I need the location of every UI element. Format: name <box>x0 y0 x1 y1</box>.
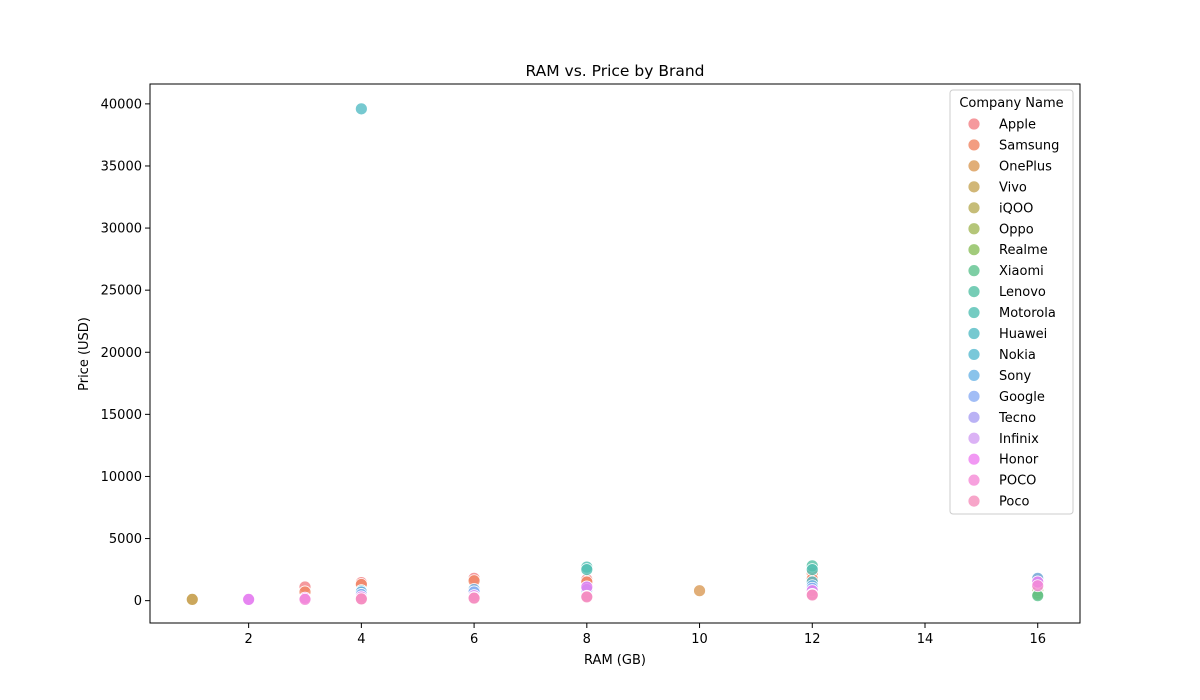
y-axis-label: Price (USD) <box>77 317 92 391</box>
legend: Company Name Apple Samsung OnePlus Vivo iQOO… <box>949 89 1074 515</box>
data-point <box>242 593 256 606</box>
legend-label: Honor <box>999 453 1039 468</box>
legend-marker <box>967 452 981 466</box>
legend-title: Company Name <box>959 96 1063 111</box>
legend-items: Apple Samsung OnePlus Vivo iQOO Oppo Realme Xia… <box>967 117 1059 510</box>
legend-label: Tecno <box>998 411 1036 426</box>
y-tick-label: 5000 <box>109 532 142 547</box>
x-tick-label: 16 <box>1029 632 1046 647</box>
legend-marker <box>967 368 981 382</box>
y-tick-label: 40000 <box>101 97 142 112</box>
data-point <box>805 588 819 602</box>
data-point <box>298 593 312 606</box>
data-point <box>1031 579 1045 593</box>
y-tick-label: 10000 <box>101 470 142 485</box>
legend-label: Nokia <box>999 348 1036 363</box>
legend-label: Google <box>999 390 1045 405</box>
data-point <box>185 593 199 606</box>
data-point <box>805 563 819 576</box>
legend-marker <box>967 159 981 173</box>
legend-marker <box>967 431 981 445</box>
legend-marker <box>967 473 981 487</box>
y-tick-label: 15000 <box>101 408 142 423</box>
y-tick-label: 20000 <box>101 346 142 361</box>
x-tick-label: 10 <box>691 632 708 647</box>
x-axis: 2 4 6 8 10 12 14 16 <box>244 623 1046 647</box>
data-point <box>693 584 706 598</box>
legend-marker <box>967 180 981 194</box>
legend-label: Lenovo <box>999 285 1046 300</box>
legend-marker <box>967 201 981 215</box>
legend-label: Poco <box>999 495 1029 510</box>
y-axis: 0 5000 10000 15000 20000 25000 30000 35000 40000 <box>101 97 150 609</box>
plot-frame <box>149 83 1081 624</box>
x-tick-label: 2 <box>244 632 252 647</box>
legend-label: OnePlus <box>999 159 1052 174</box>
data-point <box>354 592 368 606</box>
x-tick-label: 8 <box>583 632 591 647</box>
y-tick-label: 25000 <box>101 284 142 299</box>
legend-marker <box>967 348 981 361</box>
data-point <box>580 563 594 576</box>
legend-marker <box>967 138 981 152</box>
points-layer <box>185 102 1045 607</box>
x-tick-label: 14 <box>917 632 934 647</box>
legend-label: Oppo <box>999 222 1034 237</box>
data-point <box>467 591 481 605</box>
y-tick-label: 35000 <box>101 159 142 174</box>
x-tick-label: 4 <box>357 632 365 647</box>
data-point <box>354 102 368 116</box>
y-tick-label: 30000 <box>101 222 142 237</box>
legend-marker <box>967 243 981 257</box>
x-tick-label: 12 <box>804 632 821 647</box>
legend-label: Samsung <box>999 138 1059 153</box>
legend-label: Apple <box>999 118 1036 133</box>
legend-label: Realme <box>999 243 1048 258</box>
legend-label: iQOO <box>999 201 1033 216</box>
y-tick-label: 0 <box>134 594 142 609</box>
legend-marker <box>967 222 981 236</box>
legend-marker <box>967 327 981 340</box>
legend-label: POCO <box>999 474 1036 489</box>
legend-label: Motorola <box>999 306 1056 321</box>
legend-marker <box>967 410 981 424</box>
legend-marker <box>967 389 981 403</box>
legend-label: Xiaomi <box>999 264 1044 279</box>
legend-box <box>949 89 1074 515</box>
legend-label: Vivo <box>999 180 1027 195</box>
legend-marker <box>967 264 981 278</box>
legend-marker <box>967 285 981 299</box>
legend-marker <box>967 494 981 508</box>
x-tick-label: 6 <box>470 632 478 647</box>
legend-marker <box>967 117 981 131</box>
data-point <box>580 590 594 604</box>
legend-label: Huawei <box>999 327 1047 342</box>
chart-title: RAM vs. Price by Brand <box>526 62 705 80</box>
legend-label: Infinix <box>999 432 1039 447</box>
x-axis-label: RAM (GB) <box>584 653 646 668</box>
legend-marker <box>967 306 981 319</box>
legend-label: Sony <box>999 369 1031 384</box>
